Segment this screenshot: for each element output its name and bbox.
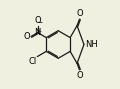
Text: O: O — [24, 32, 30, 41]
Text: Cl: Cl — [29, 57, 37, 66]
Text: N: N — [34, 28, 41, 37]
Text: NH: NH — [85, 40, 98, 49]
Text: +: + — [36, 29, 42, 34]
Text: O: O — [77, 71, 83, 80]
Text: −: − — [37, 19, 42, 24]
Text: O: O — [77, 9, 83, 18]
Text: O: O — [35, 16, 41, 25]
